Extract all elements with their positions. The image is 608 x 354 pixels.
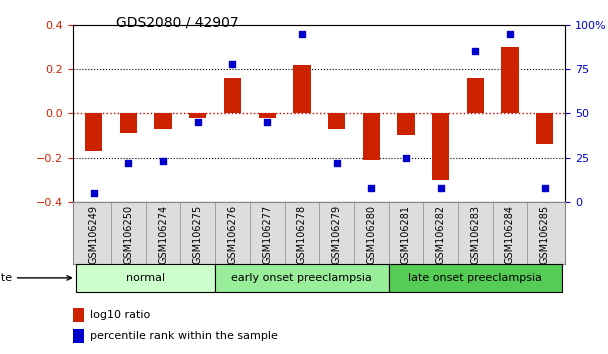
FancyBboxPatch shape: [389, 264, 562, 292]
Bar: [154, 113, 172, 129]
Bar: [73, 308, 84, 322]
Text: GSM106285: GSM106285: [540, 205, 550, 264]
Point: [89, 190, 98, 196]
Text: GSM106276: GSM106276: [227, 205, 238, 264]
Bar: [293, 65, 311, 113]
Bar: [189, 113, 207, 118]
Bar: [466, 78, 484, 113]
Bar: [432, 113, 449, 180]
Text: GSM106283: GSM106283: [470, 205, 480, 264]
Bar: [120, 113, 137, 133]
FancyBboxPatch shape: [77, 264, 215, 292]
Text: GSM106274: GSM106274: [158, 205, 168, 264]
Text: GSM106279: GSM106279: [331, 205, 342, 264]
Text: normal: normal: [126, 273, 165, 283]
Text: early onset preeclampsia: early onset preeclampsia: [232, 273, 372, 283]
Point: [540, 185, 550, 190]
Text: GDS2080 / 42907: GDS2080 / 42907: [116, 16, 238, 30]
Point: [158, 158, 168, 164]
Point: [471, 48, 480, 54]
Text: GSM106275: GSM106275: [193, 205, 203, 264]
Text: GSM106277: GSM106277: [262, 205, 272, 264]
Text: GSM106250: GSM106250: [123, 205, 133, 264]
Point: [332, 160, 342, 166]
Text: GSM106282: GSM106282: [435, 205, 446, 264]
Point: [436, 185, 446, 190]
Bar: [258, 113, 276, 118]
Text: disease state: disease state: [0, 273, 71, 283]
Point: [193, 119, 202, 125]
FancyBboxPatch shape: [215, 264, 389, 292]
Text: percentile rank within the sample: percentile rank within the sample: [90, 331, 278, 341]
Point: [297, 31, 306, 36]
Text: late onset preeclampsia: late onset preeclampsia: [408, 273, 542, 283]
Bar: [397, 113, 415, 136]
Bar: [362, 113, 380, 160]
Point: [401, 155, 411, 160]
Text: GSM106281: GSM106281: [401, 205, 411, 264]
Text: log10 ratio: log10 ratio: [90, 310, 150, 320]
Bar: [328, 113, 345, 129]
Point: [367, 185, 376, 190]
Text: GSM106280: GSM106280: [366, 205, 376, 264]
Bar: [501, 47, 519, 113]
Bar: [73, 329, 84, 343]
Point: [227, 61, 237, 67]
Text: GSM106284: GSM106284: [505, 205, 515, 264]
Bar: [536, 113, 553, 144]
Bar: [85, 113, 102, 151]
Point: [123, 160, 133, 166]
Point: [505, 31, 515, 36]
Point: [262, 119, 272, 125]
Text: GSM106278: GSM106278: [297, 205, 307, 264]
Bar: [224, 78, 241, 113]
Text: GSM106249: GSM106249: [89, 205, 98, 264]
